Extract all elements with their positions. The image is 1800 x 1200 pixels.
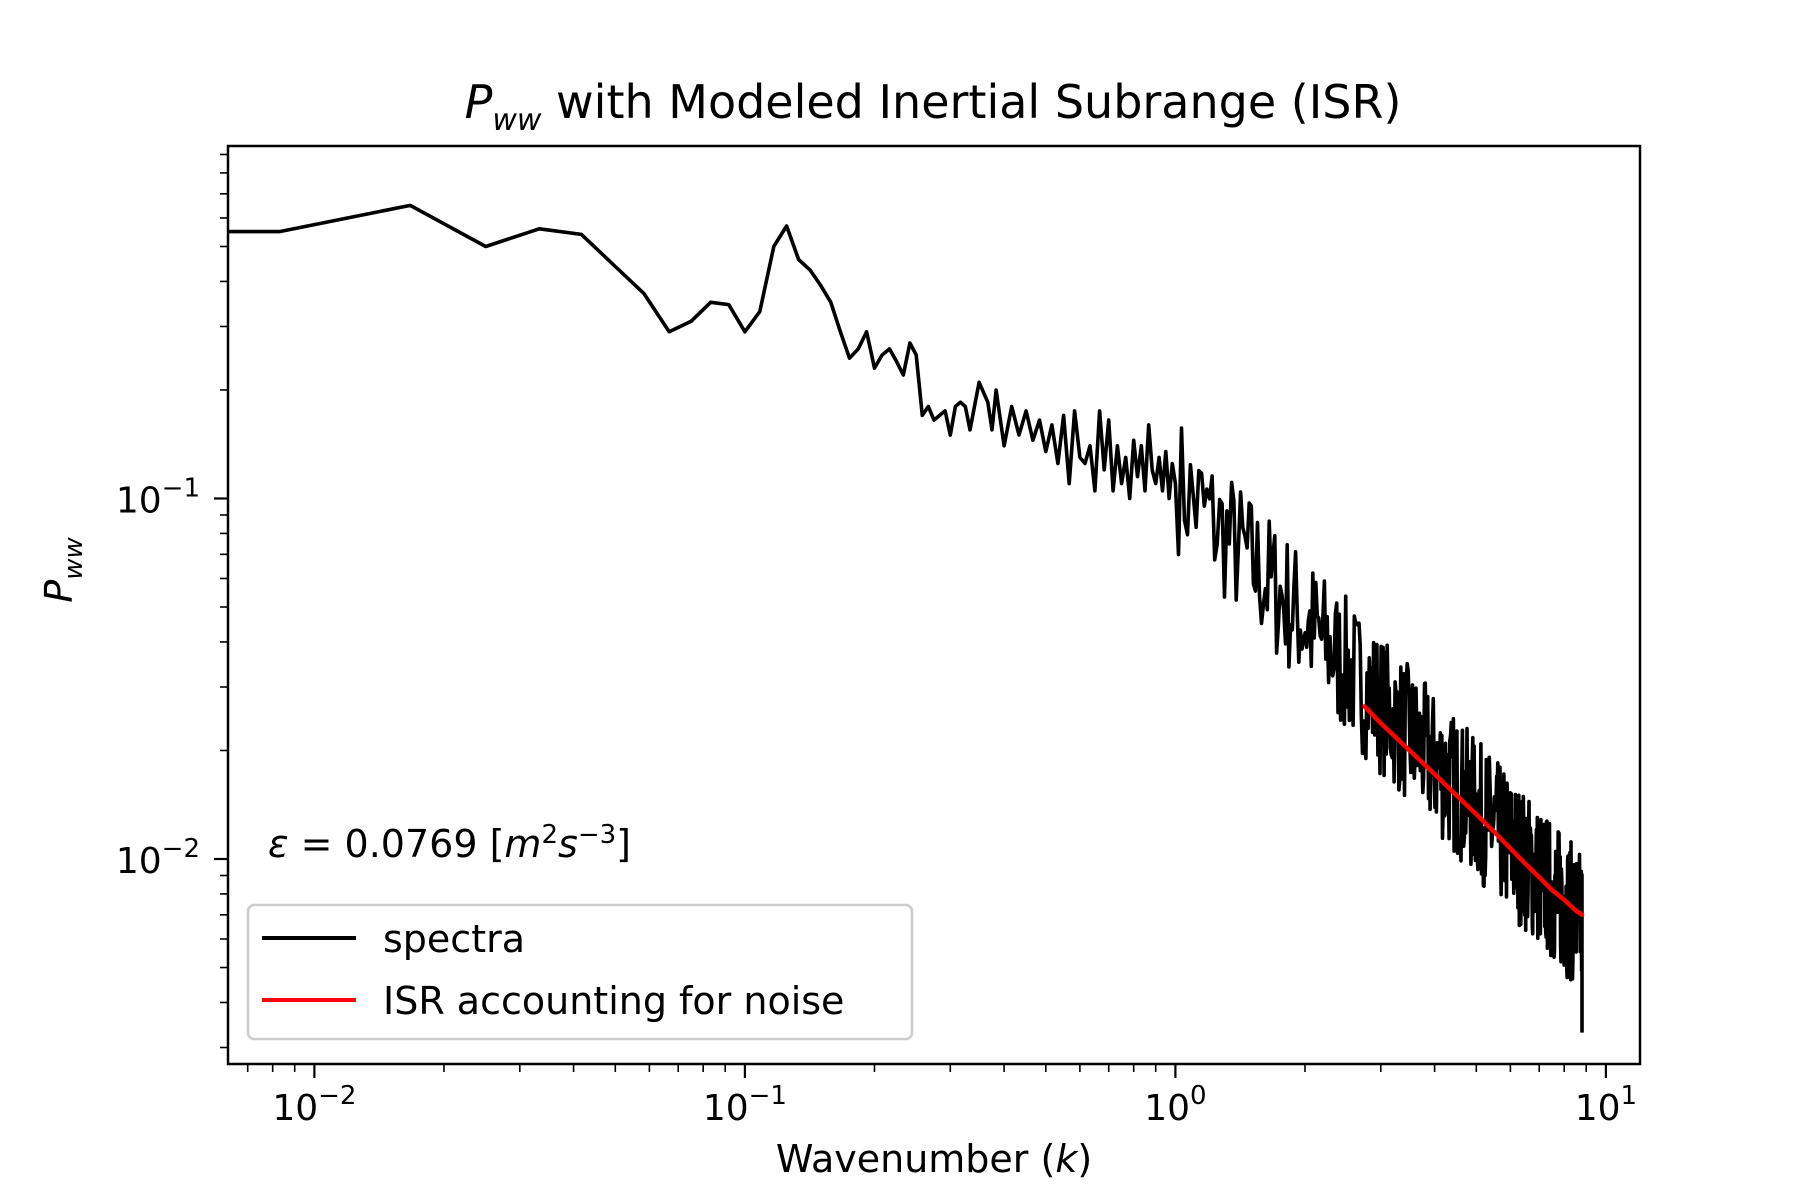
- y-tick-label: 10−2: [116, 834, 200, 882]
- x-tick-label: 10−2: [272, 1081, 356, 1129]
- y-tick-label: 10−1: [116, 473, 200, 521]
- y-tick-labels: 10−2 10−1: [116, 473, 200, 882]
- major-ticks: [214, 497, 1608, 1078]
- series-line-spectra: [228, 203, 1584, 1033]
- legend-label-spectra: spectra: [383, 917, 525, 961]
- epsilon-annotation: ε = 0.0769 [m2s−3]: [268, 820, 631, 866]
- x-tick-label: 101: [1575, 1081, 1637, 1129]
- x-tick-label: 100: [1144, 1081, 1206, 1129]
- legend-box: [246, 903, 914, 1041]
- series-line-isr: [1362, 704, 1585, 918]
- plot-frame: [226, 144, 1642, 1066]
- legend-label-isr: ISR accounting for noise: [383, 979, 844, 1023]
- x-tick-label: 10−1: [703, 1081, 787, 1129]
- y-axis-label: Pww: [37, 537, 89, 603]
- chart-title: Pww with Modeled Inertial Subrange (ISR): [465, 75, 1402, 138]
- x-axis-label: Wavenumber (k): [776, 1137, 1092, 1181]
- plot-series: [228, 203, 1585, 1033]
- x-tick-labels: 10−2 10−1 100 101: [272, 1081, 1637, 1129]
- minor-ticks: [220, 153, 1588, 1072]
- legend: spectra ISR accounting for noise: [246, 903, 914, 1041]
